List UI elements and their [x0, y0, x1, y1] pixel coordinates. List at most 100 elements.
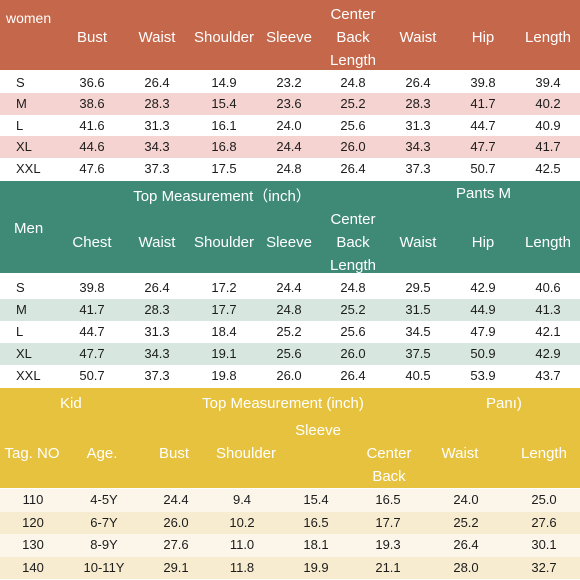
table-cell: 25.6 [340, 117, 366, 133]
size-label: 110 [22, 492, 44, 507]
table-cell: 17.5 [211, 160, 237, 176]
size-label: XXL [16, 160, 41, 176]
men-header-length: Length [525, 234, 571, 251]
table-cell: 47.6 [79, 160, 105, 176]
table-cell: 39.4 [535, 75, 561, 90]
table-cell: 17.2 [211, 280, 237, 295]
table-cell: 42.9 [535, 346, 561, 361]
table-cell: 17.7 [211, 302, 237, 317]
table-cell: 19.8 [211, 368, 237, 383]
table-row [0, 277, 580, 299]
table-row [0, 343, 580, 365]
table-cell: 31.3 [405, 117, 431, 133]
table-cell: 19.3 [375, 537, 401, 552]
table-cell: 11.8 [229, 559, 255, 575]
table-cell: 53.9 [470, 368, 496, 383]
table-cell: 34.3 [144, 346, 170, 361]
table-row [0, 299, 580, 321]
size-label: L [16, 117, 24, 133]
kid-header-waist: Waist [441, 445, 479, 462]
table-cell: 39.8 [470, 75, 496, 90]
table-cell: 40.2 [535, 96, 561, 112]
table-cell: 50.7 [470, 160, 496, 176]
size-label: M [16, 302, 27, 317]
table-cell: 25.2 [453, 514, 479, 530]
table-cell: 27.6 [531, 514, 557, 530]
table-cell: 44.7 [79, 324, 105, 339]
table-cell: 34.3 [405, 139, 431, 155]
table-cell: 37.5 [405, 346, 431, 361]
table-cell: 24.0 [453, 492, 479, 507]
table-cell: 25.0 [531, 492, 557, 507]
table-cell: 41.7 [79, 302, 105, 317]
kid-header-length: Length [521, 445, 567, 462]
table-cell: 24.4 [163, 492, 189, 507]
table-cell: 10.2 [229, 514, 255, 530]
table-cell: 42.1 [535, 324, 561, 339]
size-label: L [16, 324, 24, 339]
table-cell: 16.5 [375, 492, 401, 507]
table-cell: 47.7 [79, 346, 105, 361]
table-cell: 26.4 [453, 537, 479, 552]
table-cell: 10-11Y [83, 559, 125, 575]
table-cell: 34.5 [405, 324, 431, 339]
table-cell: 14.9 [211, 75, 237, 90]
table-cell: 17.7 [375, 514, 401, 530]
table-cell: 24.8 [276, 160, 302, 176]
kid-top-title: Top Measurement (inch) [202, 395, 364, 412]
men-pants-title: Pants M [456, 185, 512, 202]
table-cell: 47.7 [470, 139, 496, 155]
table-cell: 6-7Y [90, 514, 118, 530]
table-cell: 41.6 [79, 117, 105, 133]
table-cell: 42.9 [470, 280, 496, 295]
table-cell: 24.0 [276, 117, 302, 133]
table-cell: 19.9 [303, 559, 329, 575]
table-cell: 39.8 [79, 280, 105, 295]
table-cell: 18.4 [211, 324, 237, 339]
table-cell: 15.4 [211, 96, 237, 112]
table-cell: 16.1 [211, 117, 237, 133]
men-header-waist: Waist [138, 234, 176, 251]
table-cell: 16.5 [303, 514, 329, 530]
size-label: XXL [16, 368, 41, 383]
women-header-hip: Hip [471, 29, 495, 46]
table-cell: 25.6 [340, 324, 366, 339]
table-cell: 25.2 [340, 302, 366, 317]
table-cell: 26.4 [144, 75, 170, 90]
men-section-label: Men [14, 220, 44, 237]
kid-header-age: Age. [86, 445, 118, 462]
size-label: XL [16, 139, 32, 155]
women-header-bust: Bust [76, 29, 108, 46]
table-cell: 25.6 [276, 346, 302, 361]
table-cell: 41.7 [470, 96, 496, 112]
size-label: 130 [22, 537, 44, 552]
table-cell: 24.8 [340, 75, 366, 90]
table-cell: 29.5 [405, 280, 431, 295]
kid-header-bust: Bust [158, 445, 190, 462]
table-cell: 40.5 [405, 368, 431, 383]
table-row [0, 136, 580, 158]
table-cell: 47.9 [470, 324, 496, 339]
men-header-band [0, 181, 580, 273]
size-label: XL [16, 346, 32, 361]
women-header-band [0, 0, 580, 70]
table-cell: 42.5 [535, 160, 561, 176]
table-cell: 8-9Y [90, 537, 118, 552]
table-cell: 26.0 [163, 514, 189, 530]
women-header-waist: Waist [399, 29, 437, 46]
table-cell: 43.7 [535, 368, 561, 383]
men-header-waist: Waist [399, 234, 437, 251]
table-cell: 34.3 [144, 139, 170, 155]
table-cell: 28.0 [453, 559, 479, 575]
table-cell: 27.6 [163, 537, 189, 552]
table-cell: 40.6 [535, 280, 561, 295]
kid-section-label: Kid [60, 395, 82, 412]
table-cell: 44.7 [470, 117, 496, 133]
table-cell: 41.7 [535, 139, 561, 155]
table-cell: 41.3 [535, 302, 561, 317]
table-row [0, 72, 580, 94]
table-row [0, 114, 580, 137]
table-cell: 37.3 [144, 160, 170, 176]
table-cell: 29.1 [163, 559, 189, 575]
size-label: 120 [22, 514, 44, 530]
